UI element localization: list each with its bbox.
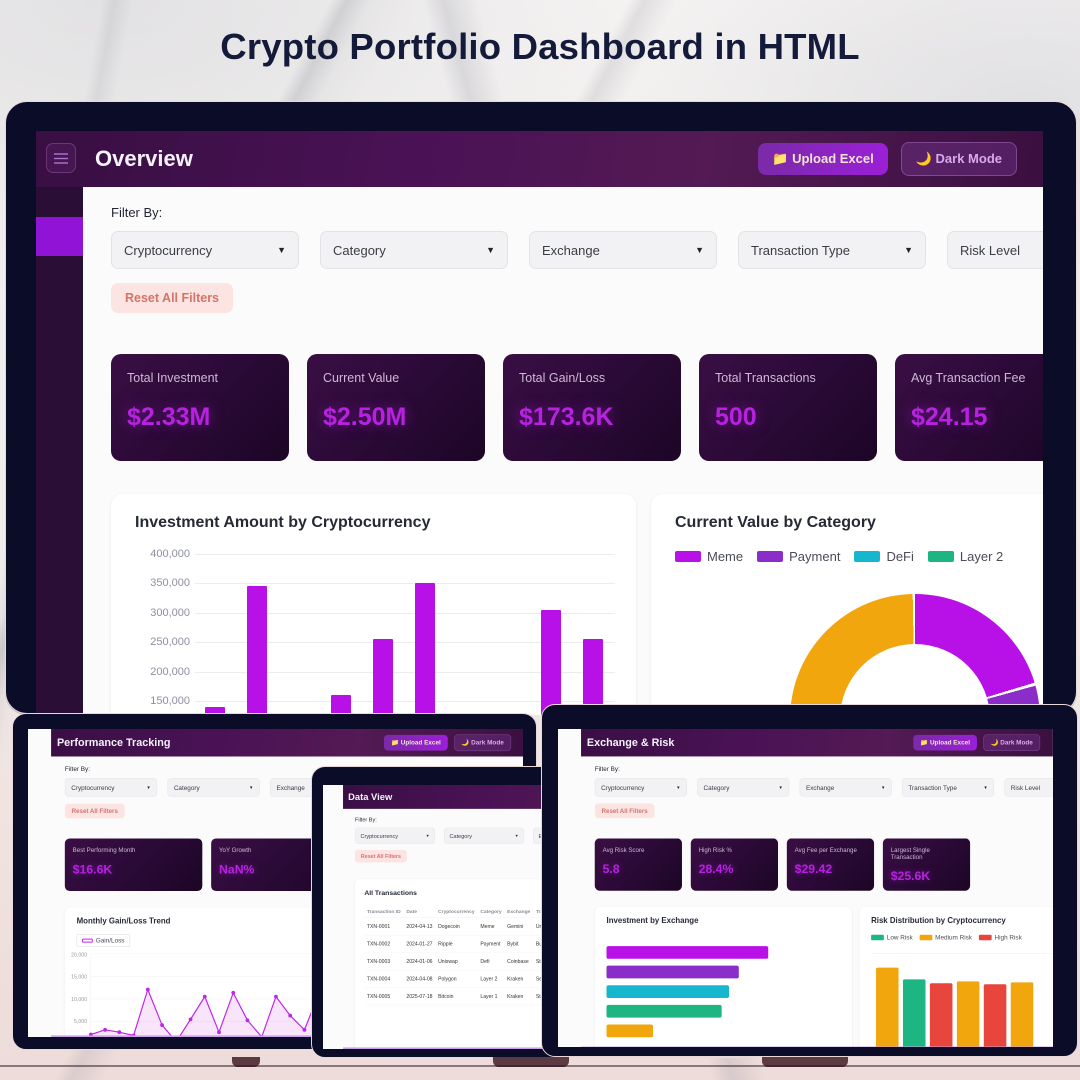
svg-text:20,000: 20,000 xyxy=(71,952,87,958)
svg-text:5,000: 5,000 xyxy=(74,1019,87,1025)
svg-text:10,000: 10,000 xyxy=(71,997,87,1003)
svg-text:15,000: 15,000 xyxy=(71,975,87,981)
